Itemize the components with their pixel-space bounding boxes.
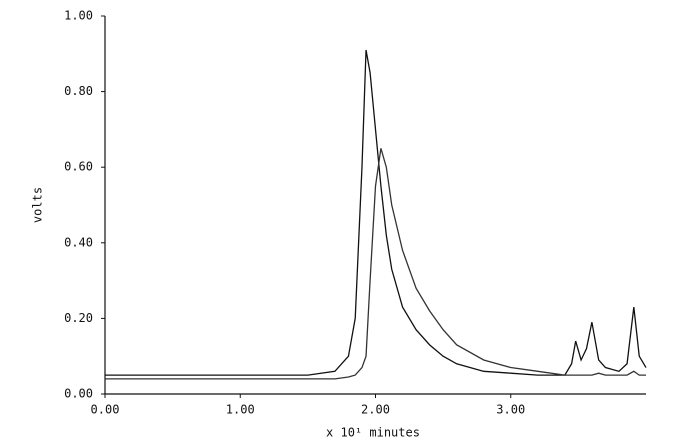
y-tick-label: 0.80	[64, 84, 93, 98]
line	[105, 148, 646, 380]
x-axis-label: x 10¹ minutes	[326, 426, 420, 440]
line	[105, 49, 647, 376]
x-tick-label: 3.00	[496, 403, 525, 417]
y-tick-label: 0.60	[64, 160, 93, 174]
x-tick-label: 1.00	[226, 403, 255, 417]
y-tick-label: 0.00	[64, 387, 93, 401]
x-tick-label: 0.00	[91, 403, 120, 417]
y-tick-label: 1.00	[64, 9, 93, 23]
y-tick-label: 0.20	[64, 311, 93, 325]
x-tick-label: 2.00	[361, 403, 390, 417]
y-axis-label: volts	[31, 187, 45, 223]
y-tick-label: 0.40	[64, 235, 93, 249]
